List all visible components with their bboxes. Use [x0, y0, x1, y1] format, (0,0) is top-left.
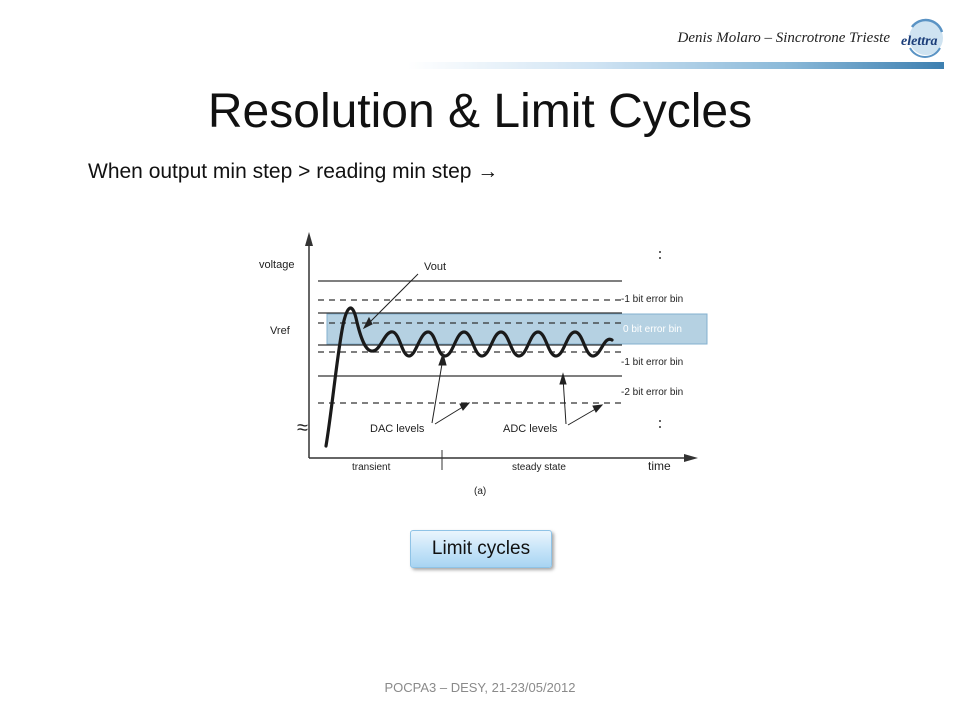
x-axis-arrow [684, 454, 698, 462]
limit-cycles-callout: Limit cycles [410, 530, 552, 568]
continuation-dots [659, 251, 661, 428]
author-header: Denis Molaro – Sincrotrone Trieste [677, 30, 891, 46]
slide-subtitle: When output min step > reading min step … [88, 160, 499, 183]
bin-label-minus2: -2 bit error bin [621, 387, 683, 398]
vref-label: Vref [270, 325, 291, 337]
steady-state-label: steady state [512, 462, 566, 473]
vout-waveform [324, 306, 614, 448]
footer-text: POCPA3 – DESY, 21-23/05/2012 [384, 680, 576, 695]
bin-label-minus1: -1 bit error bin [621, 357, 683, 368]
bin-label-plus1: -1 bit error bin [621, 294, 683, 305]
header-rule [408, 62, 944, 69]
dac-level-lines [318, 280, 622, 377]
vout-label: Vout [424, 261, 446, 273]
slide-title: Resolution & Limit Cycles [207, 85, 753, 138]
y-axis-label: voltage [259, 259, 294, 271]
dac-levels-label: DAC levels [370, 423, 425, 435]
adc-level-lines [318, 299, 622, 404]
bin-label-zero: 0 bit error bin [623, 324, 682, 335]
limit-cycle-diagram: ≈ voltage Vref Vout -1 bit error bin 0 b… [259, 232, 708, 497]
figure-caption: (a) [474, 486, 486, 497]
logo-text: elettra [901, 34, 938, 49]
y-axis-arrow [305, 232, 313, 246]
elettra-logo: elettra [901, 18, 944, 58]
x-axis-label: time [648, 459, 671, 473]
adc-levels-label: ADC levels [503, 423, 558, 435]
annotation-pointers [362, 273, 604, 426]
zero-bin-highlight [326, 313, 708, 345]
axis-break-symbol: ≈ [297, 417, 308, 439]
transient-label: transient [352, 462, 391, 473]
